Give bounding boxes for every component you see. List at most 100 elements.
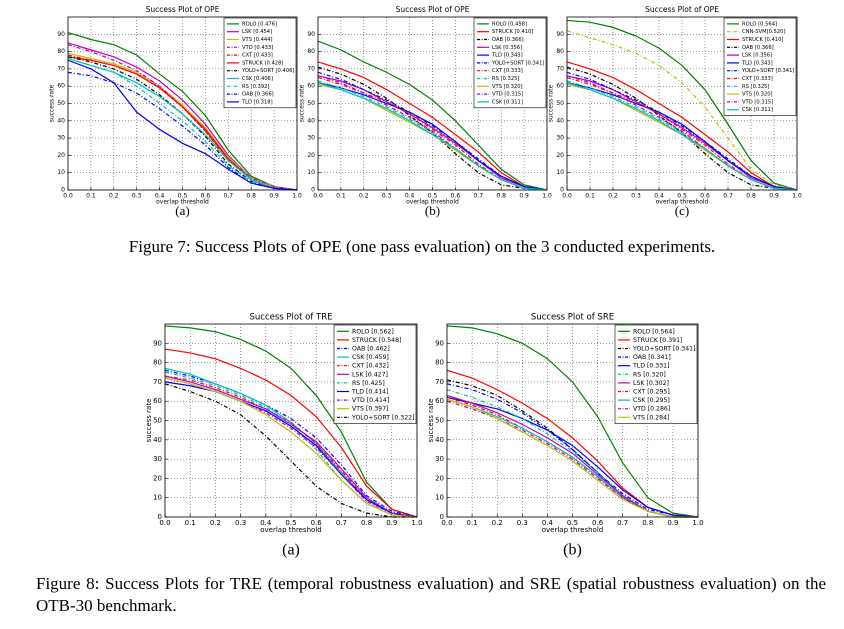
y-tick-label: 70 <box>435 378 444 386</box>
y-tick-label: 10 <box>435 494 444 502</box>
y-tick-label: 80 <box>153 359 162 367</box>
legend-label: YOLO+SORT [0.341] <box>491 60 544 66</box>
legend-label: VTD [0.315] <box>742 99 773 105</box>
legend-label: LSK [0.356] <box>492 45 522 51</box>
x-tick-label: 0.4 <box>654 193 664 200</box>
series-line <box>164 325 418 518</box>
y-tick-label: 60 <box>556 83 564 90</box>
x-tick-label: 0.7 <box>723 193 733 200</box>
legend-label: CNN-SVM[0.520] <box>742 29 785 35</box>
series-line <box>164 348 418 518</box>
legend-label: OAB [0.366] <box>492 37 524 43</box>
y-tick-label: 20 <box>307 152 315 159</box>
legend-label: TLD [0.318] <box>241 99 273 105</box>
x-tick-label: 0.8 <box>246 193 256 200</box>
y-tick-label: 40 <box>435 436 444 444</box>
x-tick-label: 0.0 <box>562 193 572 200</box>
legend-label: LSK [0.356] <box>742 53 772 59</box>
chart-title: Success Plot of OPE <box>645 5 719 14</box>
legend-label: TLD [0.414] <box>351 389 389 396</box>
y-tick-label: 10 <box>556 169 564 176</box>
figure-caption: Figure 8: Success Plots for TRE (tempora… <box>36 574 826 615</box>
series-line <box>446 400 698 518</box>
plot-frame <box>317 16 548 191</box>
y-tick-label: 50 <box>57 100 65 107</box>
y-tick-label: 50 <box>307 100 315 107</box>
series-line <box>566 76 798 191</box>
legend-label: YOLO+SORT [0.341] <box>632 346 696 353</box>
x-axis-label: overlap threshold <box>156 199 209 206</box>
legend-label: ROLO [0.564] <box>633 328 675 335</box>
series-line <box>67 31 298 191</box>
y-tick-label: 0 <box>158 513 162 521</box>
series-line <box>317 82 548 191</box>
x-tick-label: 0.9 <box>519 193 529 200</box>
legend-label: CXT [0.333] <box>742 76 773 82</box>
legend-label: CXT [0.333] <box>492 68 523 74</box>
y-tick-label: 80 <box>435 359 444 367</box>
series-line <box>446 398 698 518</box>
series-line <box>446 396 699 518</box>
legend-label: CSK [0.459] <box>352 354 389 361</box>
y-tick-label: 70 <box>153 378 162 386</box>
y-tick-label: 80 <box>57 48 65 55</box>
x-tick-label: 0.8 <box>361 519 372 527</box>
y-axis-label: success rate <box>49 84 56 122</box>
x-tick-label: 1.0 <box>692 519 703 527</box>
y-tick-label: 50 <box>435 417 444 425</box>
x-tick-label: 0.8 <box>642 519 653 527</box>
x-tick-label: 0.9 <box>269 193 279 200</box>
x-tick-label: 0.9 <box>769 193 779 200</box>
x-tick-label: 0.6 <box>201 193 211 200</box>
series-line <box>164 383 417 518</box>
x-tick-label: 0.1 <box>467 519 478 527</box>
series-line <box>566 75 798 191</box>
series-line <box>317 61 548 191</box>
panel-label: (c) <box>675 203 689 218</box>
plot-frame <box>566 16 798 191</box>
series-line <box>446 379 698 518</box>
y-tick-label: 50 <box>153 417 162 425</box>
y-tick-label: 60 <box>153 397 162 405</box>
legend-label: VTS [0.397] <box>352 406 388 413</box>
legend-label: TLD [0.343] <box>741 60 773 66</box>
x-tick-label: 0.8 <box>746 193 756 200</box>
y-tick-label: 30 <box>556 135 564 142</box>
x-tick-label: 1.0 <box>292 193 302 200</box>
y-tick-label: 20 <box>57 152 65 159</box>
x-tick-label: 0.0 <box>441 519 452 527</box>
y-tick-label: 90 <box>153 339 162 347</box>
x-tick-label: 0.0 <box>313 193 323 200</box>
series-line <box>566 75 798 191</box>
x-tick-label: 0.4 <box>405 193 415 200</box>
legend-label: STRUCK [0.428] <box>242 60 283 66</box>
chart-title: Success Plot of OPE <box>146 5 220 14</box>
legend-label: RS [0.325] <box>492 76 519 82</box>
x-tick-label: 0.5 <box>285 519 296 527</box>
x-tick-label: 0.6 <box>451 193 461 200</box>
series-line <box>164 377 418 518</box>
y-tick-label: 50 <box>556 100 564 107</box>
legend-box <box>614 324 698 424</box>
legend-label: VTD [0.315] <box>492 92 523 98</box>
y-tick-label: 60 <box>57 83 65 90</box>
legend-label: CXT [0.295] <box>633 389 670 396</box>
legend-label: ROLO [0.564] <box>742 21 777 27</box>
legend-label: STRUCK [0.410] <box>742 37 783 43</box>
plot-frame <box>67 16 298 191</box>
legend-label: VTD [0.286] <box>633 406 670 413</box>
panel-label: (b) <box>563 542 582 559</box>
y-tick-label: 0 <box>311 187 315 194</box>
legend-label: LSK [0.302] <box>633 380 669 387</box>
y-tick-label: 90 <box>57 31 65 38</box>
legend-label: CXT [0.432] <box>352 363 389 370</box>
x-tick-label: 0.4 <box>155 193 165 200</box>
series-line <box>317 71 548 191</box>
y-tick-label: 90 <box>307 31 315 38</box>
series-line <box>164 381 418 518</box>
panel-label: (a) <box>282 542 300 559</box>
x-tick-label: 0.2 <box>210 519 221 527</box>
legend-label: VTD [0.414] <box>352 397 389 404</box>
y-tick-label: 90 <box>435 339 444 347</box>
y-tick-label: 30 <box>307 135 315 142</box>
